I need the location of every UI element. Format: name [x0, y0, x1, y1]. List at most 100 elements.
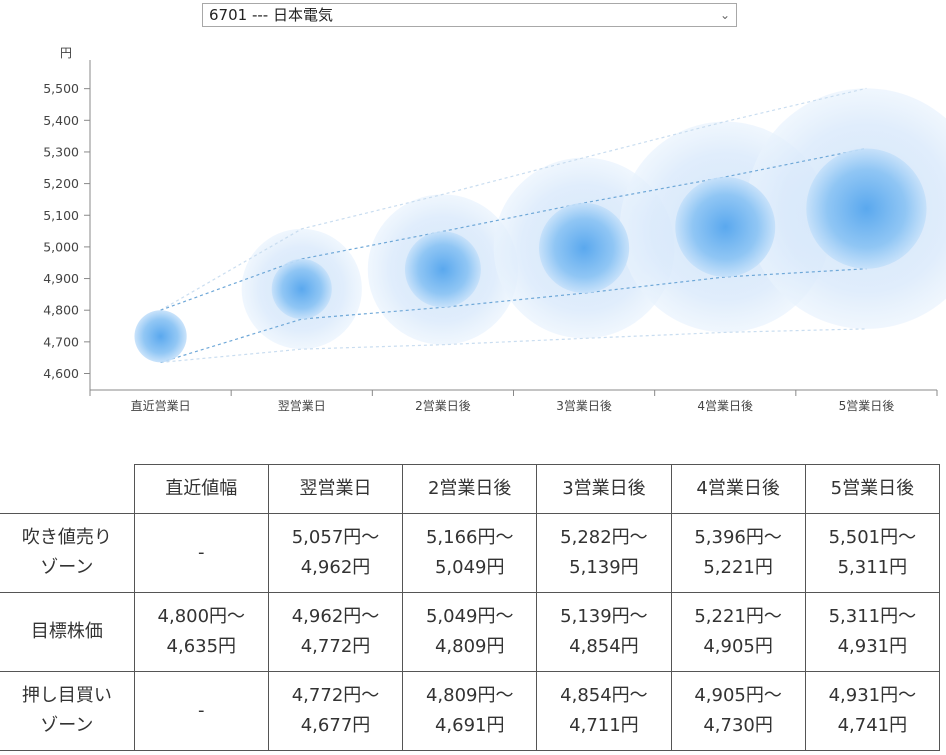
price-value: 4,809円～	[425, 685, 514, 706]
row-label-text: 目標株価	[30, 621, 103, 642]
price-value: 5,166円～	[425, 527, 514, 548]
price-cell: 5,049円～ 4,809円	[402, 592, 538, 672]
price-value: 4,962円～	[291, 606, 380, 627]
row-label-text: 押し目買い	[21, 685, 112, 706]
table-header-cell: 2営業日後	[402, 464, 538, 514]
y-tick-label: 4,800	[43, 303, 79, 318]
price-value: 4,854円～	[560, 685, 648, 706]
target-high-line	[160, 147, 867, 311]
price-value: 4,741円	[837, 715, 908, 736]
price-value: 4,962円	[300, 557, 371, 578]
lower-band-line	[160, 328, 867, 364]
price-cell: -	[133, 513, 269, 593]
price-value: 4,809円	[434, 636, 505, 657]
price-cell: 4,854円～ 4,711円	[536, 671, 672, 751]
price-value: 5,221円	[703, 557, 773, 578]
y-tick-label: 5,300	[43, 144, 79, 159]
price-value: 5,282円～	[560, 527, 648, 548]
price-value: 5,057円～	[291, 527, 380, 548]
price-value: 4,854円	[569, 636, 639, 657]
price-value: 4,931円～	[828, 685, 917, 706]
table-header-cell: 5営業日後	[804, 464, 941, 514]
table-corner-cell	[0, 464, 135, 514]
y-tick-label: 5,100	[43, 208, 79, 223]
table-row: 押し目買いゾーン - 4,772円～ 4,677円 4,809円～ 4,691円 4,854…	[0, 671, 941, 751]
y-tick-label: 4,600	[43, 366, 79, 381]
price-value: 5,139円	[569, 557, 639, 578]
price-cell: 5,396円～ 5,221円	[670, 513, 806, 593]
price-value: 5,501円～	[828, 527, 917, 548]
forecast-chart: 4,600 4,700 4,800 4,900 5,000 5,100 5,200 5,300…	[43, 46, 946, 413]
price-cell: 4,905円～ 4,730円	[670, 671, 806, 751]
y-axis-unit: 円	[60, 46, 72, 60]
price-cell: 4,809円～ 4,691円	[402, 671, 538, 751]
y-tick-label: 5,400	[43, 113, 79, 128]
table-row: 目標株価 4,800円～ 4,635円 4,962円～ 4,772円 5,049円～ 4,8…	[0, 592, 941, 672]
price-value: 5,049円～	[425, 606, 514, 627]
x-tick-label: 2営業日後	[415, 399, 471, 413]
row-label-text: ゾーン	[40, 557, 94, 578]
x-tick-label: 5営業日後	[839, 399, 895, 413]
price-value: 4,931円	[837, 636, 908, 657]
table-row: 吹き値売りゾーン - 5,057円～ 4,962円 5,166円～ 5,049円 5,282…	[0, 513, 941, 593]
x-tick-label: 翌営業日	[278, 399, 326, 413]
table-header-cell: 直近値幅	[133, 464, 269, 514]
y-tick-label: 5,000	[43, 239, 79, 254]
price-cell: 4,772円～ 4,677円	[267, 671, 404, 751]
price-value: 5,049円	[434, 557, 505, 578]
price-cell: 5,501円～ 5,311円	[804, 513, 941, 593]
price-cell: 5,166円～ 5,049円	[402, 513, 538, 593]
price-cell: 5,221円～ 4,905円	[670, 592, 806, 672]
target-low-line	[160, 268, 867, 363]
table-header-cell: 3営業日後	[536, 464, 672, 514]
target-bubble-0	[134, 310, 187, 363]
table-header-row: 直近値幅 翌営業日 2営業日後 3営業日後 4営業日後 5営業日後	[0, 464, 941, 514]
price-cell: 4,800円～ 4,635円	[133, 592, 269, 672]
y-tick-label: 5,200	[43, 176, 79, 191]
y-tick-label: 4,900	[43, 271, 79, 286]
price-value: 4,691円	[434, 715, 505, 736]
price-value: -	[198, 542, 205, 563]
price-value: 5,221円～	[694, 606, 782, 627]
target-bubble-4	[675, 176, 776, 277]
row-label-cell: 吹き値売り ゾーン	[0, 513, 135, 593]
price-cell: 5,311円～ 4,931円	[804, 592, 941, 672]
x-tick-label: 4営業日後	[697, 399, 753, 413]
chevron-down-icon: ⌄	[719, 8, 730, 22]
price-cell: 5,282円～ 5,139円	[536, 513, 672, 593]
target-bubble-3	[538, 202, 630, 294]
forecast-table: 直近値幅 翌営業日 2営業日後 3営業日後 4営業日後 5営業日後吹き値売りゾーン - 5,0…	[0, 464, 941, 751]
target-bubble-2	[404, 231, 481, 308]
row-label-cell: 目標株価	[0, 592, 135, 672]
target-bubble-1	[271, 258, 332, 320]
price-value: 4,730円	[703, 715, 773, 736]
target-bubble-5	[806, 148, 927, 269]
price-cell: 4,931円～ 4,741円	[804, 671, 941, 751]
price-cell: 4,962円～ 4,772円	[267, 592, 404, 672]
stock-select[interactable]: 6701 --- 日本電気 ⌄	[202, 3, 737, 27]
price-cell: 5,057円～ 4,962円	[267, 513, 404, 593]
price-value: 4,800円～	[157, 606, 246, 627]
row-label-text: ゾーン	[40, 715, 94, 736]
stock-select-value: 6701 --- 日本電気	[209, 6, 333, 24]
price-value: 4,905円～	[694, 685, 782, 706]
price-value: 4,711円	[569, 715, 639, 736]
x-tick-label: 3営業日後	[556, 399, 612, 413]
price-value: 5,396円～	[694, 527, 782, 548]
price-cell: 5,139円～ 4,854円	[536, 592, 672, 672]
price-value: 5,311円～	[828, 606, 917, 627]
x-tick-label: 直近営業日	[131, 399, 191, 413]
price-value: 5,311円	[837, 557, 908, 578]
y-tick-label: 5,500	[43, 81, 79, 96]
price-value: 4,772円～	[291, 685, 380, 706]
row-label-text: 吹き値売り	[21, 527, 112, 548]
y-tick-label: 4,700	[43, 334, 79, 349]
table-header-cell: 翌営業日	[267, 464, 404, 514]
price-value: 4,905円	[703, 636, 773, 657]
price-value: 5,139円～	[560, 606, 648, 627]
price-value: 4,772円	[300, 636, 371, 657]
price-value: 4,677円	[300, 715, 371, 736]
row-label-cell: 押し目買い ゾーン	[0, 671, 135, 751]
price-value: 4,635円	[166, 636, 237, 657]
price-value: -	[198, 700, 205, 721]
